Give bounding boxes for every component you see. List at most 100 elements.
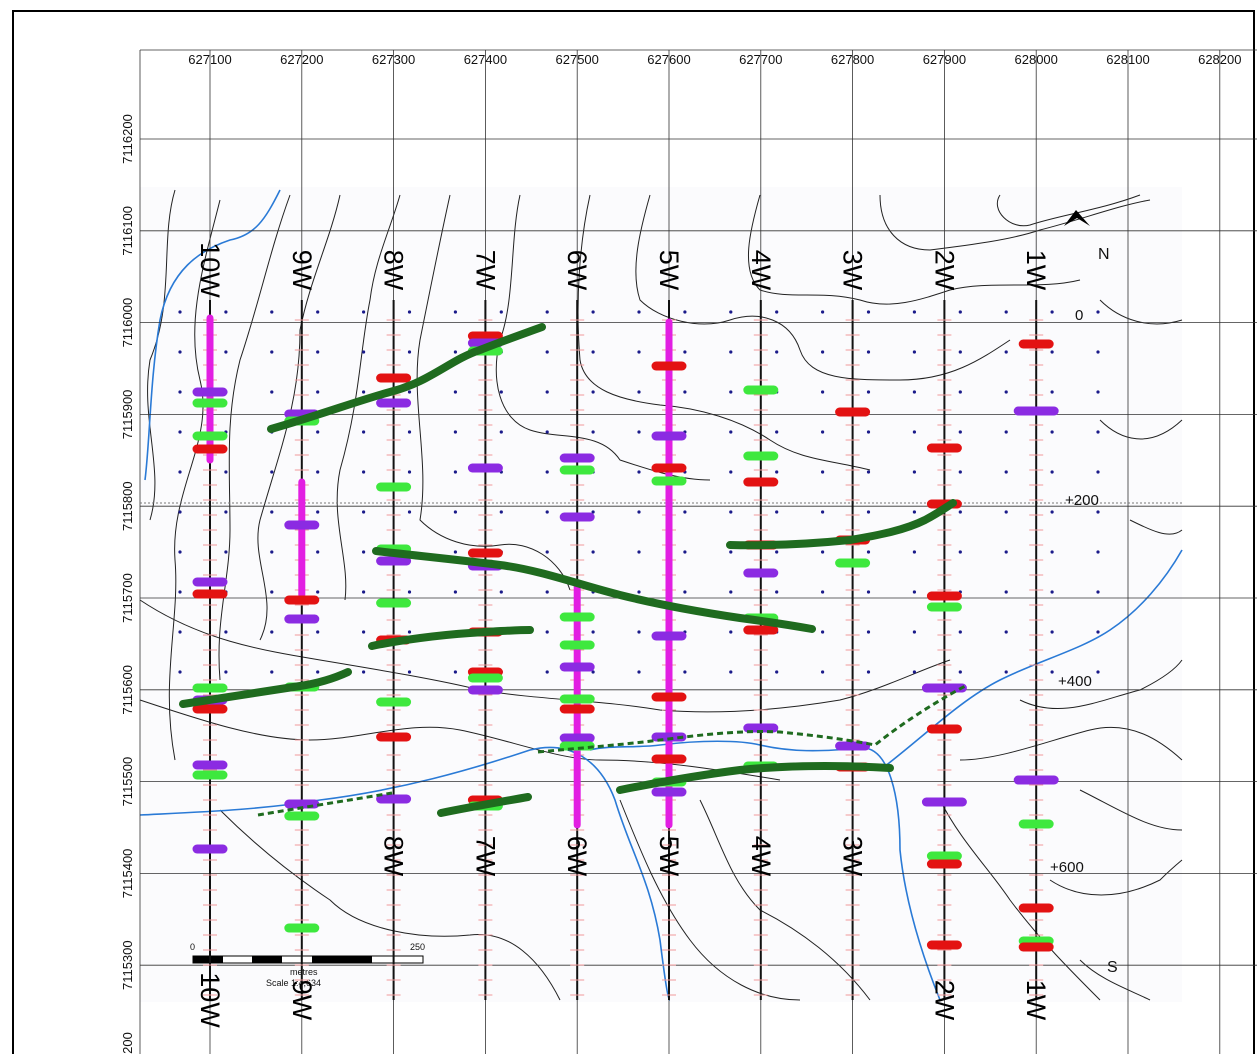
easting-label: 627200 xyxy=(280,52,323,67)
station-dot xyxy=(178,310,182,314)
line-label: 3W xyxy=(838,250,868,291)
station-dot xyxy=(499,510,503,514)
station-dot xyxy=(316,590,320,594)
station-dot xyxy=(407,310,412,314)
station-dot xyxy=(1004,350,1008,354)
station-dot xyxy=(407,630,412,634)
chainage-labels: 0 +200 +400 +600 xyxy=(1050,307,1099,876)
easting-label: 628100 xyxy=(1106,52,1149,67)
station-dot xyxy=(775,350,779,354)
station-dot xyxy=(316,310,320,314)
station-dot xyxy=(591,430,595,434)
station-dot xyxy=(545,670,549,674)
station-dot xyxy=(958,350,962,354)
station-dot xyxy=(729,470,733,474)
line-label: 4W xyxy=(746,250,776,291)
interpreted-structures xyxy=(179,323,968,817)
inferred-structure xyxy=(537,683,968,754)
station-dot xyxy=(866,430,871,434)
station-dot xyxy=(178,350,182,354)
line-label: 10W xyxy=(195,242,225,298)
station-dot xyxy=(1096,390,1100,394)
station-dot xyxy=(821,630,825,634)
station-dot xyxy=(1050,630,1054,634)
chainage-200: +200 xyxy=(1065,492,1099,509)
structure-line xyxy=(372,547,816,633)
station-dot xyxy=(821,310,825,314)
station-dot xyxy=(912,670,917,674)
station-dot xyxy=(545,550,549,554)
station-dot xyxy=(407,350,412,354)
station-dot xyxy=(178,510,182,514)
northing-label: 7116200 xyxy=(120,114,135,164)
south-label: S xyxy=(1107,959,1118,976)
station-dot xyxy=(591,350,595,354)
station-dot xyxy=(453,670,457,674)
scale-bar: 0 250 metres Scale 1:4,634 xyxy=(190,942,425,988)
station-dot xyxy=(362,470,366,474)
station-dot xyxy=(270,550,274,554)
station-dot xyxy=(362,510,366,514)
station-dot xyxy=(499,310,503,314)
easting-label: 627700 xyxy=(739,52,782,67)
station-dot xyxy=(958,430,962,434)
easting-label: 627800 xyxy=(831,52,874,67)
station-dot xyxy=(316,470,320,474)
line-label: 1W xyxy=(1021,250,1051,291)
station-dot xyxy=(1050,470,1054,474)
station-dot xyxy=(775,430,779,434)
station-dot xyxy=(224,310,228,314)
station-dot xyxy=(499,390,503,394)
station-dot xyxy=(362,430,366,434)
line-label: 4W xyxy=(746,836,776,877)
station-dot xyxy=(1050,390,1054,394)
station-dot xyxy=(637,350,641,354)
station-dot xyxy=(958,510,962,514)
station-dot xyxy=(821,550,825,554)
station-dot xyxy=(637,670,641,674)
station-dot xyxy=(316,630,320,634)
station-dot xyxy=(407,470,412,474)
structure-line xyxy=(726,499,957,550)
station-dot xyxy=(729,310,733,314)
north-arrow-icon xyxy=(1064,210,1090,226)
structure-line xyxy=(616,761,894,794)
easting-label: 627600 xyxy=(647,52,690,67)
easting-label: 628200 xyxy=(1198,52,1241,67)
station-dot xyxy=(912,310,917,314)
station-dot xyxy=(591,390,595,394)
station-dot xyxy=(729,510,733,514)
structure-line xyxy=(437,793,532,817)
line-label: 7W xyxy=(470,250,500,291)
station-dot xyxy=(316,510,320,514)
station-dot xyxy=(591,670,595,674)
station-dot xyxy=(545,470,549,474)
station-dot xyxy=(178,430,182,434)
line-label: 8W xyxy=(379,250,409,291)
inferred-structure xyxy=(257,791,393,817)
scale-ratio: Scale 1:4,634 xyxy=(266,978,321,988)
station-dot xyxy=(683,390,687,394)
northing-label: 7115600 xyxy=(120,665,135,715)
station-dot xyxy=(866,310,871,314)
easting-label: 627900 xyxy=(923,52,966,67)
station-dot xyxy=(453,350,457,354)
northing-label: 7115400 xyxy=(120,849,135,899)
station-dot xyxy=(821,590,825,594)
station-dot xyxy=(821,390,825,394)
station-dot xyxy=(270,390,274,394)
chainage-400: +400 xyxy=(1058,673,1092,690)
station-dot xyxy=(1004,670,1008,674)
station-dot xyxy=(912,430,917,434)
station-dot xyxy=(729,390,733,394)
station-dot xyxy=(224,510,228,514)
station-dot xyxy=(178,630,182,634)
station-dot xyxy=(637,430,641,434)
station-dot xyxy=(866,350,871,354)
station-dot xyxy=(316,350,320,354)
station-dot xyxy=(866,630,871,634)
station-dot xyxy=(591,510,595,514)
station-dot xyxy=(729,590,733,594)
scale-start: 0 xyxy=(190,942,195,952)
